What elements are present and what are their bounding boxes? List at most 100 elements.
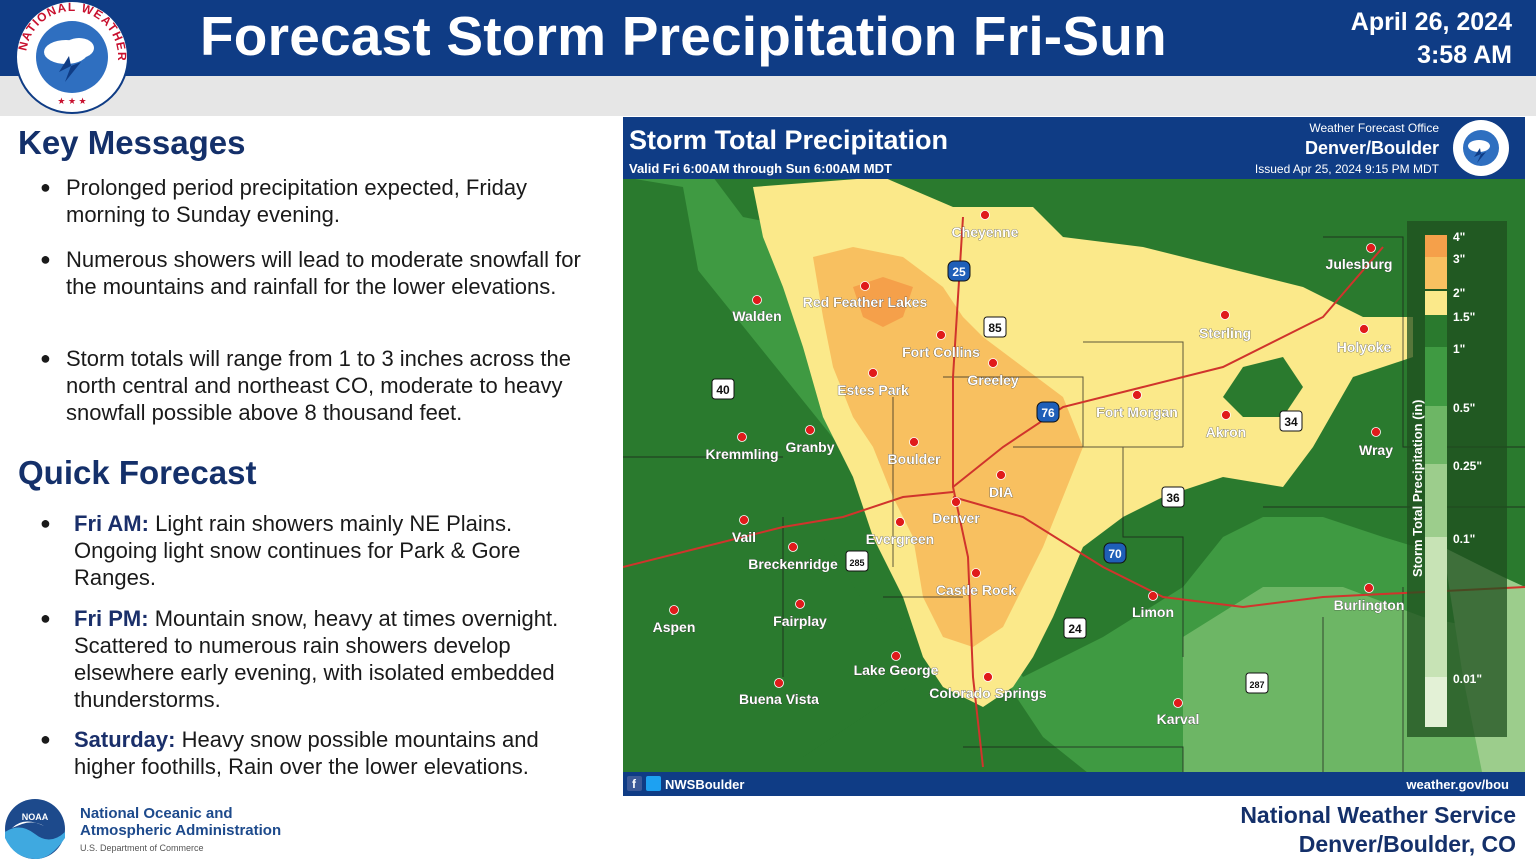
map-nws-logo-icon <box>1453 120 1509 176</box>
highway-number: 34 <box>1284 415 1298 429</box>
key-message-1: ● Prolonged period precipitation expected… <box>40 175 528 227</box>
highway-shield-icon <box>1279 410 1303 432</box>
city-label: Walden <box>732 308 781 324</box>
svg-text:NOAA: NOAA <box>22 812 49 822</box>
legend-label: 0.25" <box>1453 459 1482 473</box>
city-marker <box>971 568 981 578</box>
legend-label: 3" <box>1453 252 1465 266</box>
highway-shield-icon <box>1063 617 1087 639</box>
highway-shield-icon <box>947 260 971 282</box>
city-label: Denver <box>932 510 980 526</box>
city-label: Fort Morgan <box>1096 404 1178 420</box>
city-marker <box>1364 583 1374 593</box>
highway-shield-icon <box>983 316 1007 338</box>
city-marker <box>860 281 870 291</box>
legend-label: 4" <box>1453 230 1465 244</box>
city-marker <box>868 368 878 378</box>
city-marker <box>1148 591 1158 601</box>
highway-number: 85 <box>988 321 1002 335</box>
city-marker <box>936 330 946 340</box>
city-marker <box>1220 310 1230 320</box>
forecast-saturday: ● Saturday: Heavy snow possible mountains… <box>40 727 539 779</box>
city-marker <box>1132 390 1142 400</box>
city-label: Castle Rock <box>936 582 1016 598</box>
highway-number: 76 <box>1041 406 1055 420</box>
precip-mtn <box>623 177 923 777</box>
city-marker <box>795 599 805 609</box>
twitter-icon[interactable] <box>646 776 661 791</box>
city-label: Cheyenne <box>952 224 1019 240</box>
bullet-icon: ● <box>40 177 51 197</box>
city-label: Aspen <box>653 619 696 635</box>
city-label: Limon <box>1132 604 1174 620</box>
precip-3in <box>813 247 1083 647</box>
city-label: Red Feather Lakes <box>803 294 928 310</box>
forecast-fri-am: ● Fri AM: Light rain showers mainly NE Pl… <box>40 511 521 590</box>
map-valid-time: Valid Fri 6:00AM through Sun 6:00AM MDT <box>629 161 892 176</box>
city-marker <box>980 210 990 220</box>
bullet-icon: ● <box>40 608 51 628</box>
office-label: Weather Forecast Office <box>1309 121 1439 135</box>
nws-office-footer: National Weather Service Denver/Boulder,… <box>1240 801 1516 859</box>
legend-swatch <box>1425 464 1447 538</box>
svg-text:★ ★ ★: ★ ★ ★ <box>57 96 86 106</box>
header-bar <box>0 0 1536 78</box>
city-label: Evergreen <box>866 531 934 547</box>
social-handle[interactable]: NWSBoulder <box>665 777 744 792</box>
issue-time: 3:58 AM <box>1417 41 1512 69</box>
page-title: Forecast Storm Precipitation Fri-Sun <box>200 5 1167 67</box>
highway-number: 40 <box>716 383 730 397</box>
highway-shield-icon <box>1103 542 1127 564</box>
city-marker <box>988 358 998 368</box>
city-label: Fort Collins <box>902 344 980 360</box>
city-label: Granby <box>785 439 834 455</box>
city-label: Burlington <box>1334 597 1405 613</box>
city-marker <box>909 437 919 447</box>
highway-shield-icon <box>711 378 735 400</box>
city-marker <box>1359 324 1369 334</box>
issue-datetime: April 26, 2024 3:58 AM <box>1351 6 1512 72</box>
bullet-icon: ● <box>40 348 51 368</box>
office-url[interactable]: weather.gov/bou <box>1405 777 1509 792</box>
precip-holyoke-pocket <box>1223 357 1303 417</box>
city-marker <box>951 497 961 507</box>
legend-swatch <box>1425 315 1447 347</box>
city-label: Boulder <box>888 451 941 467</box>
legend-label: 1" <box>1453 342 1465 356</box>
noaa-logo: NOAA <box>5 799 65 860</box>
noaa-department: U.S. Department of Commerce <box>80 843 204 853</box>
highway-shield-icon <box>845 550 869 572</box>
footer-nws: National Weather Service <box>1240 802 1516 828</box>
legend-swatch <box>1425 537 1447 677</box>
city-label: Lake George <box>854 662 939 678</box>
city-marker <box>739 515 749 525</box>
highway-number: 70 <box>1108 547 1122 561</box>
legend-label: 0.1" <box>1453 532 1475 546</box>
city-marker <box>669 605 679 615</box>
highway-number: 25 <box>952 265 966 279</box>
city-label: Buena Vista <box>739 691 819 707</box>
city-label: Wray <box>1359 442 1393 458</box>
legend-swatch <box>1425 257 1447 289</box>
highway-shield-icon <box>1161 486 1185 508</box>
highway-shield-icon <box>1245 672 1269 694</box>
city-label: Sterling <box>1199 325 1251 341</box>
legend-label: 0.01" <box>1453 672 1482 686</box>
city-label: Breckenridge <box>748 556 838 572</box>
key-messages-heading: Key Messages <box>18 124 246 161</box>
city-label: Greeley <box>967 372 1019 388</box>
legend-swatch <box>1425 406 1447 464</box>
nws-logo: NATIONAL WEATHER SERVICE ★ ★ ★ <box>11 0 129 114</box>
map-title: Storm Total Precipitation <box>629 125 948 155</box>
svg-text:f: f <box>632 777 637 791</box>
legend-swatches: 4" 3" 2" 1.5" 1" 0.5" 0.25" 0.1" 0.01" <box>1425 230 1482 727</box>
noaa-line-1: National Oceanic and <box>80 805 233 822</box>
precipitation-map: Storm Total Precipitation Valid Fri 6:00… <box>623 117 1525 796</box>
facebook-icon[interactable] <box>627 776 642 791</box>
highway-number: 287 <box>1249 680 1264 690</box>
header-strip <box>0 76 1536 116</box>
city-marker <box>1173 698 1183 708</box>
city-marker <box>737 432 747 442</box>
highway-number: 36 <box>1166 491 1180 505</box>
legend-title: Storm Total Precipitation (in) <box>1410 400 1425 577</box>
